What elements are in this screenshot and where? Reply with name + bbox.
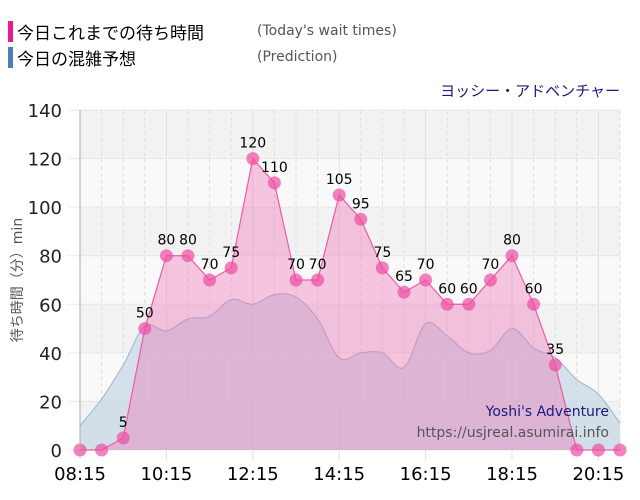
data-label: 110 — [261, 160, 288, 176]
data-label: 60 — [438, 281, 456, 297]
x-tick-label: 10:15 — [140, 464, 192, 485]
y-tick-label: 20 — [39, 392, 62, 413]
y-tick-label: 40 — [39, 344, 62, 365]
data-point-marker — [203, 273, 217, 287]
data-label: 75 — [222, 245, 240, 261]
x-tick-label: 14:15 — [313, 464, 365, 485]
data-point-marker — [311, 273, 325, 287]
data-point-marker — [246, 152, 260, 166]
prediction-line — [79, 293, 621, 427]
data-label: 95 — [352, 196, 370, 212]
watermark-title: Yoshi's Adventure — [485, 404, 609, 420]
data-point-marker — [181, 249, 195, 263]
data-point-marker — [267, 176, 281, 190]
y-tick-label: 80 — [39, 247, 62, 268]
legend-label-actual: 今日これまでの待ち時間 — [17, 23, 204, 44]
data-point-marker — [95, 443, 109, 457]
legend-label-prediction-en: (Prediction) — [257, 49, 338, 65]
data-label: 80 — [157, 233, 175, 249]
data-point-marker — [548, 358, 562, 372]
data-label: 80 — [503, 233, 521, 249]
y-axis-title: 待ち時間（分）min — [10, 218, 26, 342]
data-point-marker — [224, 261, 238, 275]
data-point-marker — [397, 285, 411, 299]
data-label: 70 — [309, 257, 327, 273]
plot-band — [80, 207, 620, 256]
data-label: 70 — [201, 257, 219, 273]
data-label: 65 — [395, 269, 413, 285]
plot-band — [80, 158, 620, 208]
data-point-marker — [419, 273, 433, 287]
data-label: 70 — [287, 257, 305, 273]
x-tick-label: 16:15 — [400, 464, 452, 485]
data-point-marker — [570, 443, 584, 457]
plot-band — [80, 110, 620, 159]
data-point-marker — [375, 261, 389, 275]
data-point-marker — [289, 273, 303, 287]
data-label: 50 — [136, 306, 154, 322]
x-tick-label: 18:15 — [486, 464, 538, 485]
actual-fill — [80, 158, 620, 451]
data-point-marker — [462, 297, 476, 311]
data-label: 60 — [525, 281, 543, 297]
watermark-url: https://usjreal.asumirai.info — [417, 425, 609, 441]
legend-swatch-actual — [8, 20, 13, 42]
y-tick-label: 0 — [51, 441, 62, 462]
data-point-marker — [332, 188, 346, 202]
data-point-marker — [527, 297, 541, 311]
y-tick-label: 100 — [28, 198, 62, 219]
y-tick-label: 60 — [39, 295, 62, 316]
legend-item-prediction: 今日の混雑予想 (Prediction) — [8, 44, 397, 70]
data-label: 70 — [417, 257, 435, 273]
actual-area — [73, 152, 627, 457]
legend: 今日これまでの待ち時間 (Today's wait times) 今日の混雑予想… — [8, 18, 397, 70]
y-tick-label: 120 — [28, 150, 62, 171]
legend-swatch-prediction — [8, 46, 13, 68]
data-label: 105 — [326, 172, 353, 188]
legend-item-actual: 今日これまでの待ち時間 (Today's wait times) — [8, 18, 397, 44]
legend-label-prediction: 今日の混雑予想 — [17, 49, 136, 70]
x-tick-label: 08:15 — [54, 464, 106, 485]
x-tick-label: 12:15 — [227, 464, 279, 485]
data-point-marker — [505, 249, 519, 263]
attraction-name: ヨッシー・アドベンチャー — [440, 82, 620, 100]
data-label: 5 — [119, 415, 128, 431]
legend-label-actual-en: (Today's wait times) — [257, 23, 397, 39]
data-point-marker — [354, 212, 368, 226]
x-tick-label: 20:15 — [572, 464, 624, 485]
data-point-marker — [116, 431, 130, 445]
data-label: 60 — [460, 281, 478, 297]
data-point-marker — [138, 322, 152, 336]
y-tick-label: 140 — [28, 101, 62, 122]
prediction-fill — [80, 293, 620, 450]
data-point-marker — [591, 443, 605, 457]
data-point-marker — [613, 443, 627, 457]
data-label: 80 — [179, 233, 197, 249]
data-point-marker — [440, 297, 454, 311]
data-label: 120 — [239, 136, 266, 152]
data-label: 70 — [481, 257, 499, 273]
data-point-marker — [159, 249, 173, 263]
data-label: 35 — [546, 342, 564, 358]
data-label: 75 — [373, 245, 391, 261]
axes: 0 20 40 60 80 100 120 140 08:15 10:15 12:15 14:15 16… — [10, 101, 624, 485]
data-point-marker — [483, 273, 497, 287]
prediction-area — [79, 293, 621, 450]
